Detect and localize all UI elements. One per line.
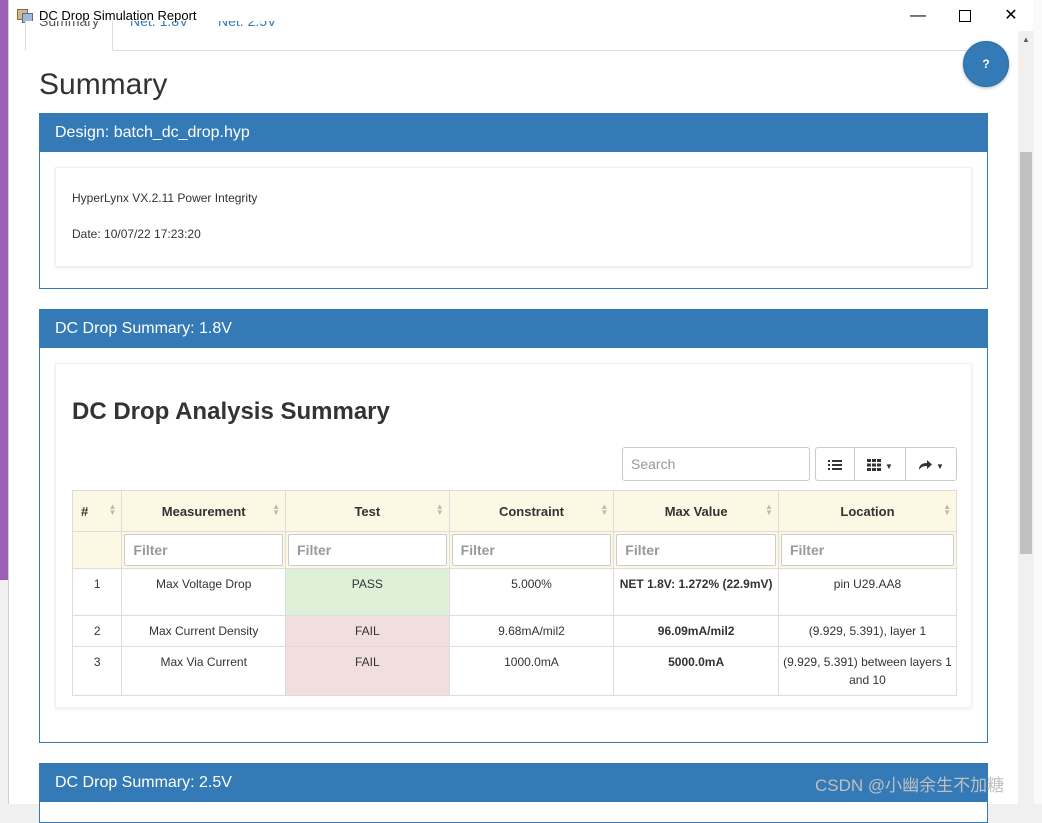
table-row: 3 Max Via Current FAIL 1000.0mA 5000.0mA… — [71, 646, 958, 696]
row-number: 3 — [71, 646, 123, 696]
measurement-cell: Max Voltage Drop — [121, 568, 287, 616]
card-title: DC Drop Analysis Summary — [72, 398, 390, 425]
max-value-cell: 96.09mA/mil2 — [613, 615, 779, 647]
window-title: DC Drop Simulation Report — [39, 8, 197, 23]
maximize-button[interactable] — [942, 0, 988, 31]
design-panel-heading: Design: batch_dc_drop.hyp — [40, 114, 987, 152]
product-name: HyperLynx VX.2.11 Power Integrity — [72, 191, 258, 205]
watermark: CSDN @小幽余生不加糖 — [815, 776, 1005, 795]
measurement-cell: Max Via Current — [121, 646, 287, 696]
table-row: 2 Max Current Density FAIL 9.68mA/mil2 9… — [71, 615, 958, 647]
close-button[interactable]: ✕ — [1004, 7, 1018, 24]
tab-bar: Summary Net: 1.8V Net: 2.5V — [25, 21, 985, 51]
constraint-cell: 9.68mA/mil2 — [448, 615, 615, 647]
column-header-constraint[interactable]: Constraint ▲ ▼ — [448, 490, 615, 532]
filter-spacer — [71, 531, 123, 569]
max-value-cell: 5000.0mA — [613, 646, 779, 696]
maximize-icon — [959, 9, 971, 22]
filter-test-input[interactable] — [288, 534, 447, 566]
desktop-background-left — [0, 0, 8, 580]
column-header-number[interactable]: # ▲ ▼ — [71, 490, 123, 532]
sort-icon: ▲ ▼ — [943, 502, 951, 517]
measurement-cell: Max Current Density — [121, 615, 287, 647]
summary-table: # ▲ ▼ Measurement ▲ ▼ Test ▲ ▼ Constraint ▲ ▼ Ma… — [71, 490, 958, 696]
caret-down-icon: ▼ — [884, 462, 893, 471]
test-status-cell: PASS — [285, 568, 450, 616]
tab-net-1-8v[interactable]: Net: 1.8V — [130, 21, 189, 29]
constraint-cell: 5.000% — [448, 568, 615, 616]
list-icon — [828, 460, 842, 471]
summary-2-5v-heading: DC Drop Summary: 2.5V — [40, 764, 987, 802]
sort-icon: ▲ ▼ — [108, 502, 117, 517]
column-header-test[interactable]: Test ▲ ▼ — [285, 490, 450, 532]
dc-drop-summary-1-8v-panel: DC Drop Summary: 1.8V DC Drop Analysis S… — [39, 309, 988, 743]
test-status-cell: FAIL — [285, 646, 450, 696]
column-header-measurement[interactable]: Measurement ▲ ▼ — [121, 490, 287, 532]
table-row: 1 Max Voltage Drop PASS 5.000% NET 1.8V:… — [71, 568, 958, 616]
location-cell: (9.929, 5.391) between layers 1 and 10 — [777, 646, 958, 696]
columns-button[interactable]: ▼ — [854, 447, 906, 481]
filter-measurement-input[interactable] — [124, 534, 284, 566]
filter-constraint-input[interactable] — [451, 534, 612, 566]
column-header-max-value[interactable]: Max Value ▲ ▼ — [613, 490, 779, 532]
caret-down-icon: ▼ — [935, 462, 944, 471]
column-header-location[interactable]: Location ▲ ▼ — [777, 490, 958, 532]
report-date: Date: 10/07/22 17:23:20 — [72, 227, 201, 241]
vertical-scrollbar[interactable]: ▲ — [1018, 31, 1034, 804]
row-number: 2 — [71, 615, 123, 647]
report-window: DC Drop Simulation Report — ✕ Summary Ne… — [8, 0, 1034, 823]
design-panel: Design: batch_dc_drop.hyp HyperLynx VX.2… — [39, 113, 988, 289]
desktop-background-right — [1033, 0, 1042, 804]
location-cell: pin U29.AA8 — [777, 568, 958, 616]
minimize-button[interactable]: — — [910, 7, 926, 24]
export-button[interactable]: ▼ — [905, 447, 957, 481]
sort-icon: ▲ ▼ — [435, 502, 444, 517]
row-number: 1 — [71, 568, 123, 616]
scrollbar-thumb[interactable] — [1020, 152, 1032, 554]
page-title: Summary — [39, 68, 168, 101]
grid-icon — [867, 459, 882, 472]
tab-net-2-5v[interactable]: Net: 2.5V — [218, 21, 277, 29]
sort-icon: ▲ ▼ — [765, 502, 773, 517]
design-info: HyperLynx VX.2.11 Power Integrity Date: … — [55, 167, 972, 267]
sort-icon: ▲ ▼ — [600, 502, 609, 517]
filter-location-input[interactable] — [780, 534, 954, 566]
constraint-cell: 1000.0mA — [448, 646, 615, 696]
list-view-button[interactable] — [815, 447, 855, 481]
location-cell: (9.929, 5.391), layer 1 — [777, 615, 958, 647]
title-bar: DC Drop Simulation Report — ✕ — [9, 0, 1033, 31]
search-input[interactable] — [622, 447, 810, 481]
scroll-up-arrow-icon[interactable]: ▲ — [1022, 35, 1030, 44]
share-icon — [919, 460, 933, 471]
sort-icon: ▲ ▼ — [272, 502, 281, 517]
analysis-summary-card: DC Drop Analysis Summary — [55, 363, 972, 708]
tab-summary[interactable]: Summary — [25, 21, 113, 51]
test-status-cell: FAIL — [285, 615, 450, 647]
help-button[interactable]: ? — [963, 41, 1009, 87]
filter-max-value-input[interactable] — [616, 534, 776, 566]
max-value-cell: NET 1.8V: 1.272% (22.9mV) — [613, 568, 779, 616]
summary-1-8v-heading: DC Drop Summary: 1.8V — [40, 310, 987, 348]
